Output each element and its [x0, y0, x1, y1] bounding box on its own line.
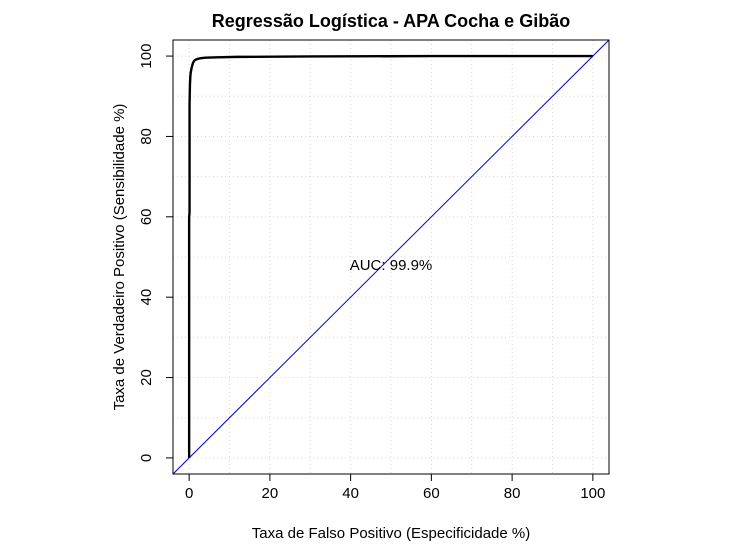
- x-tick-label: 100: [580, 485, 605, 502]
- auc-annotation: AUC: 99.9%: [350, 257, 433, 274]
- y-tick-label: 0: [138, 454, 155, 462]
- plot-lines: [172, 39, 610, 475]
- x-axis-label: Taxa de Falso Positivo (Especificidade %…: [252, 525, 530, 542]
- x-tick-label: 80: [504, 485, 521, 502]
- y-axis-label: Taxa de Verdadeiro Positivo (Sensibilida…: [111, 104, 128, 411]
- y-tick-label: 40: [138, 289, 155, 306]
- reference-diagonal-line: [172, 39, 610, 475]
- x-tick-label: 20: [262, 485, 279, 502]
- annotations: AUC: 99.9%: [350, 257, 433, 274]
- roc-curve: [187, 54, 593, 458]
- x-tick-label: 0: [185, 485, 193, 502]
- x-tick-label: 60: [423, 485, 440, 502]
- y-tick-label: 20: [138, 369, 155, 386]
- chart-title: Regressão Logística - APA Cocha e Gibão: [212, 11, 570, 31]
- y-tick-label: 100: [138, 44, 155, 69]
- y-tick-label: 80: [138, 128, 155, 145]
- y-tick-label: 60: [138, 208, 155, 225]
- y-axis: 0 20 40 60 80 100: [138, 44, 173, 462]
- x-axis: 0 20 40 60 80 100: [185, 474, 605, 502]
- plot-frame: [172, 39, 610, 475]
- x-tick-label: 40: [342, 485, 359, 502]
